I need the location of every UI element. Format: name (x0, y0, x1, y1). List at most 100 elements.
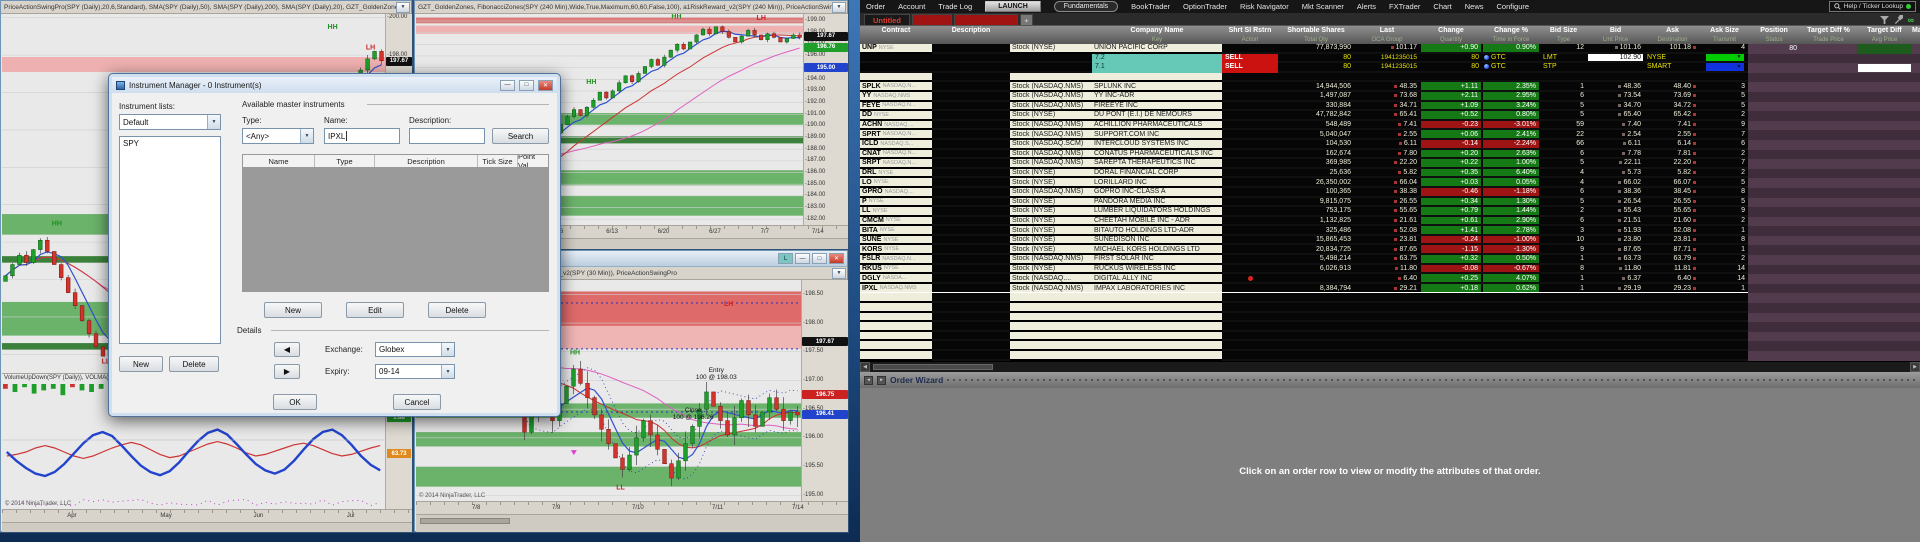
description-cell[interactable]: Stock (NASDAQ.SCM) (1010, 139, 1092, 150)
row-FEYE[interactable]: FEYE NASDAQ.N... Stock (NASDAQ.NMS) FIREEYE… (860, 101, 1920, 112)
tab-untitled[interactable]: Untitled (864, 14, 910, 25)
company-cell[interactable]: IMPAX LABORATORIES INC (1092, 283, 1222, 294)
name-input[interactable]: IPXL (324, 128, 400, 144)
company-cell[interactable]: GOPRO INC-CLASS A (1092, 187, 1222, 198)
instrument-listbox[interactable]: SPY (119, 136, 221, 344)
ticker-cell[interactable]: SPRT NASDAQ.N... (860, 130, 932, 140)
order-tif-cell[interactable]: GTC (1482, 54, 1540, 64)
ticker-cell[interactable]: SRPT NASDAQ.N... (860, 159, 932, 169)
row-ICLD[interactable]: ICLD NASDAQ.S... Stock (NASDAQ.SCM) INTERCL… (860, 139, 1920, 150)
row-DD[interactable]: DD NYSE Stock (NYSE) DU PONT (E.I.) DE NEMO… (860, 111, 1920, 121)
ok-button[interactable]: OK (273, 394, 317, 410)
close-icon[interactable]: ✕ (829, 253, 844, 264)
ticker-cell[interactable]: CMCM NYSE (860, 216, 932, 227)
menu-item-booktrader[interactable]: BookTrader (1131, 2, 1171, 11)
row-UNP[interactable]: UNP NYSE Stock (NYSE) UNION PACIFIC CORP 77,… (860, 44, 1920, 54)
type-select[interactable]: <Any> ▼ (242, 128, 314, 144)
order-action-cell[interactable]: SELL (1222, 53, 1278, 64)
col-header-Change[interactable]: Change Quantity (1438, 27, 1464, 43)
col-header-Position[interactable]: Position Status (1760, 27, 1788, 43)
order-type-cell[interactable]: STP (1540, 63, 1587, 73)
ticker-cell[interactable]: RKUS NYSE (860, 264, 932, 275)
chevron-down-icon[interactable]: ▼ (832, 267, 846, 279)
ticker-cell[interactable]: SUNE NYSE (860, 235, 932, 246)
grid-col-name[interactable]: Name (243, 155, 315, 167)
row-DGLY[interactable]: DGLY NASDA... Stock (NASDAQ.... DIGITAL ALL… (860, 274, 1920, 284)
col-header-Last[interactable]: Last OCA Group (1371, 27, 1403, 43)
company-cell[interactable]: PANDORA MEDIA INC (1092, 197, 1222, 208)
row-CMCM[interactable]: CMCM NYSE Stock (NYSE) CHEETAH MOBILE INC -… (860, 216, 1920, 227)
chevron-down-icon[interactable]: ▼ (832, 1, 846, 13)
menu-item-configure[interactable]: Configure (1496, 2, 1530, 11)
description-cell[interactable]: Stock (NASDAQ.NMS) (1010, 255, 1092, 265)
scroll-right-icon[interactable]: ▶ (1910, 362, 1920, 372)
company-cell[interactable]: UNION PACIFIC CORP (1092, 44, 1222, 54)
company-cell[interactable]: FIREEYE INC (1092, 101, 1222, 112)
limit-price-input[interactable]: 102.90 (1588, 53, 1643, 62)
description-cell[interactable]: Stock (NASDAQ.NMS) (1010, 82, 1092, 92)
horizontal-scrollbar[interactable] (420, 518, 510, 524)
row-DRL[interactable]: DRL NYSE Stock (NYSE) DORAL FINANCIAL CORP 2… (860, 168, 1920, 179)
chevron-down-icon[interactable]: ▼ (207, 115, 220, 129)
search-button[interactable]: Search (492, 128, 549, 144)
minimize-icon[interactable]: — (500, 79, 515, 91)
description-cell[interactable]: Stock (NASDAQ.NMS) (1010, 283, 1092, 294)
menu-item-alerts[interactable]: Alerts (1356, 2, 1376, 11)
link-chain-icon[interactable]: ∞ (1907, 14, 1914, 25)
close-icon[interactable]: ✕ (538, 79, 553, 91)
description-cell[interactable]: Stock (NASDAQ.NMS) (1010, 130, 1092, 140)
instrument-list-select[interactable]: Default ▼ (119, 114, 221, 130)
description-cell[interactable]: Stock (NYSE) (1010, 264, 1092, 275)
maximize-icon[interactable]: □ (519, 79, 534, 91)
dialog-titlebar[interactable]: Instrument Manager - 0 Instrument(s) — □… (112, 77, 557, 93)
ticker-cell[interactable]: P NYSE (860, 197, 932, 208)
scroll-thumb[interactable] (873, 364, 993, 370)
price-input[interactable] (1858, 64, 1911, 72)
c30-price-scale[interactable]: 198.50 198.00 197.50 197.00 196.50 196.00 195.… (801, 280, 848, 501)
description-cell[interactable]: Stock (NYSE) (1010, 168, 1092, 179)
filter-icon[interactable] (1879, 15, 1889, 24)
grid-col-pointval[interactable]: Point Val. (518, 155, 536, 167)
grid-col-description[interactable]: Description (375, 155, 478, 167)
description-cell[interactable]: Stock (NASDAQ.... (1010, 274, 1092, 284)
col-header-Description[interactable]: Description (951, 27, 991, 34)
order-destination-cell[interactable]: SMART (1644, 63, 1701, 73)
order-tif-cell[interactable]: GTC (1482, 63, 1540, 73)
ticker-cell[interactable]: LO NYSE (860, 178, 932, 188)
description-cell[interactable]: Stock (NYSE) (1010, 226, 1092, 236)
menu-item-order[interactable]: Order (866, 2, 886, 11)
order-destination-cell[interactable]: NYSE (1644, 54, 1701, 64)
description-cell[interactable]: Stock (NASDAQ.NMS) (1010, 159, 1092, 169)
order-key-cell[interactable]: 7.1 (1092, 63, 1222, 73)
description-cell[interactable]: Stock (NYSE) (1010, 44, 1092, 54)
chevron-down-icon[interactable]: ▼ (396, 1, 410, 13)
table-hscrollbar[interactable]: ◀ ▶ (860, 362, 1920, 372)
company-cell[interactable]: SUPPORT.COM INC (1092, 130, 1222, 140)
col-header-Ask Size[interactable]: Ask Size Transmit (1710, 27, 1739, 43)
ticker-cell[interactable]: SPLK NASDAQ.N... (860, 82, 932, 92)
list-item[interactable]: SPY (123, 139, 140, 148)
row-LO[interactable]: LO NYSE Stock (NYSE) LORILLARD INC 26,350,00… (860, 178, 1920, 188)
ticker-cell[interactable]: ICLD NASDAQ.S... (860, 139, 932, 150)
cancel-button[interactable]: Cancel (393, 394, 441, 410)
company-cell[interactable]: CONATUS PHARMACEUTICALS INC (1092, 149, 1222, 160)
wrench-icon[interactable] (1894, 15, 1903, 24)
ticker-cell[interactable]: UNP NYSE (860, 44, 932, 54)
delete-instrument-button[interactable]: Delete (428, 302, 486, 318)
tab-2[interactable] (911, 14, 952, 25)
ticker-cell[interactable]: DD NYSE (860, 111, 932, 121)
description-cell[interactable]: Stock (NYSE) (1010, 207, 1092, 217)
ticker-cell[interactable]: IPXL NASDAQ.NMS (860, 283, 932, 294)
col-header-Market Value[interactable]: Market Value (1912, 27, 1920, 34)
company-cell[interactable]: MICHAEL KORS HOLDINGS LTD (1092, 245, 1222, 256)
prev-arrow-button[interactable]: ◀ (274, 342, 300, 357)
row-LL[interactable]: LL NYSE Stock (NYSE) LUMBER LIQUIDATORS HOL… (860, 207, 1920, 217)
order-type-cell[interactable]: LMT (1540, 54, 1587, 64)
row-SPLK[interactable]: SPLK NASDAQ.N... Stock (NASDAQ.NMS) SPLUNK … (860, 82, 1920, 92)
order-wizard-bar[interactable]: ◂ ▸ Order Wizard (860, 372, 1920, 388)
grid-col-type[interactable]: Type (315, 155, 375, 167)
row-RKUS[interactable]: RKUS NYSE Stock (NYSE) RUCKUS WIRELESS INC 6… (860, 264, 1920, 275)
ticker-lookup-box[interactable]: Help / Ticker Lookup (1828, 1, 1916, 12)
col-header-Shortable Shares[interactable]: Shortable Shares Total Qty (1287, 27, 1345, 43)
company-cell[interactable]: FIRST SOLAR INC (1092, 255, 1222, 265)
